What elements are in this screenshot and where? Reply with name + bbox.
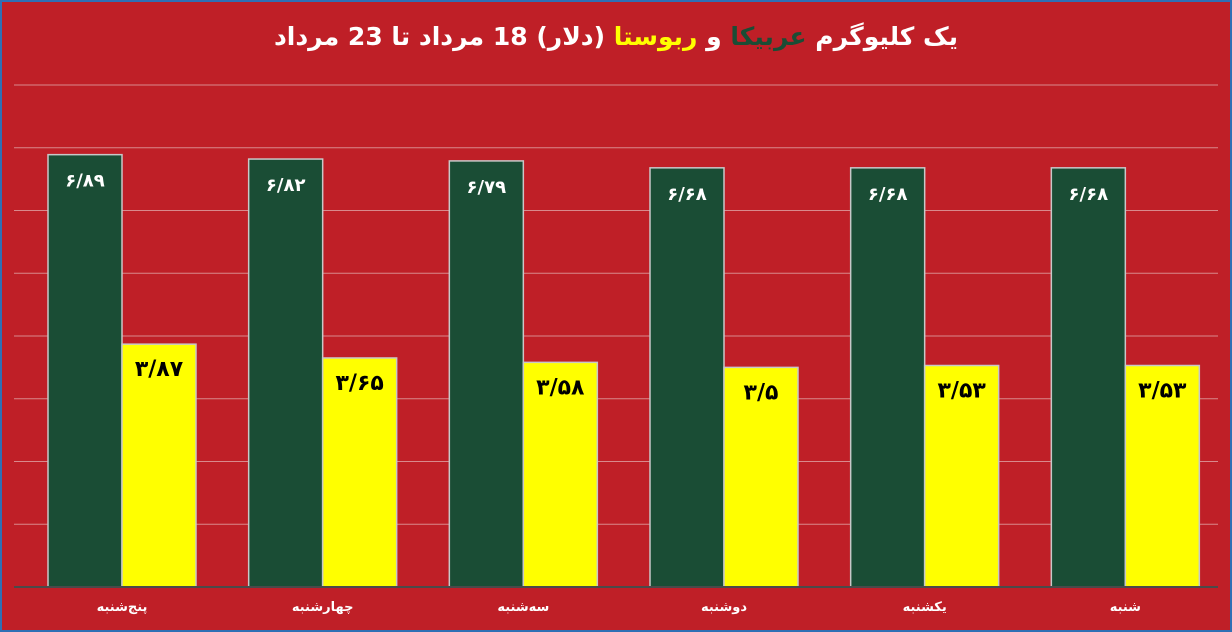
- bar-robusta: [522, 361, 599, 588]
- data-label-arabica: ۶/۶۸: [1069, 184, 1109, 205]
- title-part1: یک کلیوگرم: [815, 22, 959, 51]
- data-label-arabica: ۶/۶۸: [868, 184, 908, 205]
- x-tick-label: دوشنبه: [701, 600, 747, 615]
- bar-arabica: [849, 167, 926, 588]
- title-robusta: ربوستا: [613, 22, 698, 51]
- bar-robusta: [923, 364, 1000, 588]
- x-tick-label: یکشنبه: [903, 600, 947, 615]
- x-tick-label: شنبه: [1110, 600, 1141, 615]
- chart-title: یک کلیوگرم عربیکا و ربوستا (دلار) 18 مرد…: [0, 22, 1232, 51]
- x-tick-label: چهارشنبه: [292, 600, 354, 615]
- bar-robusta: [723, 366, 799, 588]
- data-label-arabica: ۶/۷۹: [467, 177, 507, 198]
- title-arabica: عربیکا: [730, 22, 807, 51]
- data-label-arabica: ۶/۶۸: [667, 184, 707, 205]
- bar-robusta: [121, 343, 197, 588]
- data-label-robusta: ۳/۵۳: [938, 378, 987, 403]
- data-label-robusta: ۳/۵: [744, 380, 779, 405]
- x-tick-label: سه‌شنبه: [497, 600, 549, 615]
- bar-arabica: [448, 160, 525, 588]
- bar-arabica: [1050, 167, 1127, 588]
- bar-arabica: [47, 153, 123, 588]
- bar-robusta: [321, 357, 398, 588]
- data-label-robusta: ۳/۸۷: [135, 357, 184, 382]
- data-label-arabica: ۶/۸۹: [65, 171, 105, 192]
- data-label-robusta: ۳/۶۵: [336, 371, 384, 396]
- data-label-robusta: ۳/۵۳: [1138, 378, 1187, 403]
- bar-arabica: [247, 158, 324, 588]
- data-label-arabica: ۶/۸۲: [266, 175, 306, 196]
- bar-robusta: [1124, 364, 1201, 588]
- data-label-robusta: ۳/۵۸: [536, 375, 585, 400]
- bar-arabica: [649, 167, 725, 588]
- x-tick-label: پنج‌شنبه: [97, 600, 148, 615]
- title-and: و: [706, 22, 722, 51]
- title-part2: (دلار) 18 مرداد تا 23 مرداد: [273, 22, 606, 51]
